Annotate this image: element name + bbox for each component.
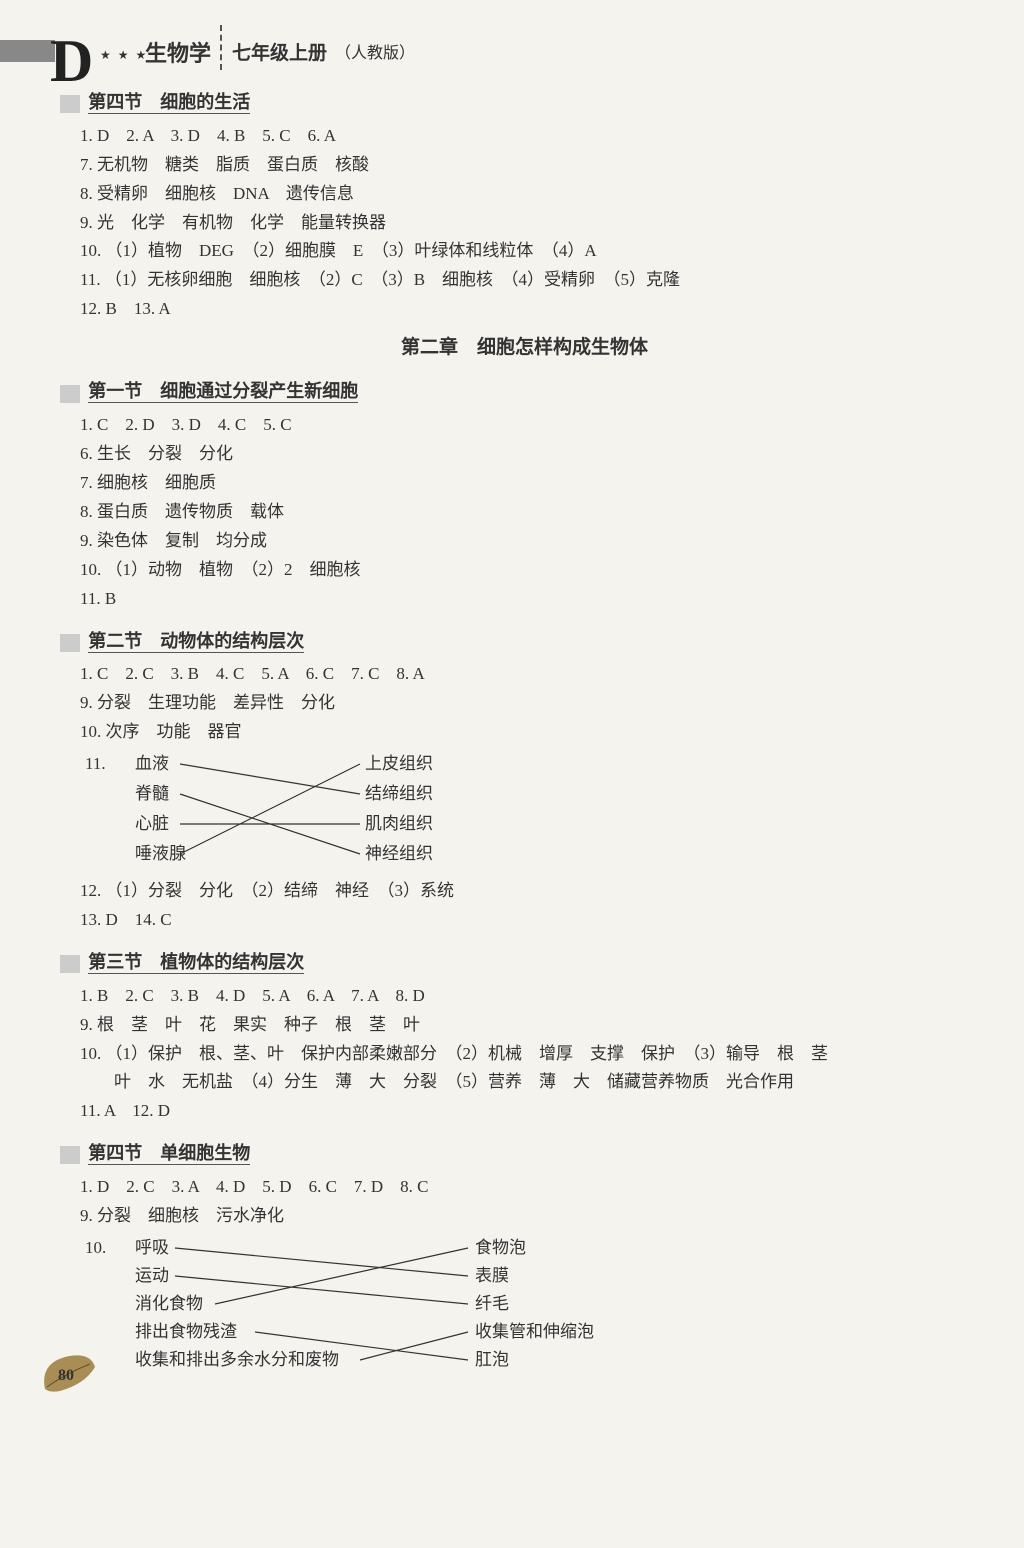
svg-text:结缔组织: 结缔组织 [365, 784, 433, 803]
answer-line: 9. 根 茎 叶 花 果实 种子 根 茎 叶 [80, 1011, 979, 1040]
answer-line: 7. 无机物 糖类 脂质 蛋白质 核酸 [80, 151, 979, 180]
section-heading-2-4: 第四节 单细胞生物 [60, 1138, 979, 1169]
section-title: 第四节 细胞的生活 [88, 92, 250, 114]
svg-text:消化食物: 消化食物 [135, 1294, 203, 1313]
stars-icon: ★ ★ ★ [100, 45, 148, 65]
section-heading-2-2: 第二节 动物体的结构层次 [60, 626, 979, 657]
chapter-title: 第二章 细胞怎样构成生物体 [70, 332, 979, 364]
answer-line: 13. D 14. C [80, 906, 979, 935]
matching-q10: 10. 呼吸运动消化食物排出食物残渣收集和排出多余水分和废物 食物泡表膜纤毛收集管和… [80, 1231, 979, 1391]
answer-line: 6. 生长 分裂 分化 [80, 440, 979, 469]
answer-line: 1. D 2. A 3. D 4. B 5. C 6. A [80, 122, 979, 151]
section-title: 第二节 动物体的结构层次 [88, 631, 304, 653]
svg-text:上皮组织: 上皮组织 [365, 754, 433, 773]
answer-line: 11. A 12. D [80, 1097, 979, 1126]
edition-label: （人教版） [335, 40, 415, 67]
subject-title: 生物学 [145, 35, 211, 72]
heading-box-icon [60, 955, 80, 973]
section-title: 第四节 单细胞生物 [88, 1143, 250, 1165]
answer-line: 9. 分裂 生理功能 差异性 分化 [80, 689, 979, 718]
svg-text:收集管和伸缩泡: 收集管和伸缩泡 [475, 1322, 594, 1341]
svg-text:运动: 运动 [135, 1266, 169, 1285]
grade-label: 七年级上册 [232, 38, 327, 70]
answer-line: 1. C 2. D 3. D 4. C 5. C [80, 411, 979, 440]
svg-text:神经组织: 神经组织 [365, 844, 433, 863]
svg-text:收集和排出多余水分和废物: 收集和排出多余水分和废物 [135, 1350, 339, 1369]
section-heading-2-3: 第三节 植物体的结构层次 [60, 947, 979, 978]
answer-line: 9. 分裂 细胞核 污水净化 [80, 1202, 979, 1231]
answer-line: 7. 细胞核 细胞质 [80, 469, 979, 498]
answer-line: 9. 光 化学 有机物 化学 能量转换器 [80, 209, 979, 238]
svg-text:脊髓: 脊髓 [135, 784, 169, 803]
heading-box-icon [60, 385, 80, 403]
section-heading-4: 第四节 细胞的生活 [60, 87, 979, 118]
matching-diagram-2: 10. 呼吸运动消化食物排出食物残渣收集和排出多余水分和废物 食物泡表膜纤毛收集管和… [80, 1231, 640, 1391]
answer-line: 10. （1）保护 根、茎、叶 保护内部柔嫩部分 （2）机械 增厚 支撑 保护 … [80, 1040, 979, 1069]
answer-line: 10. （1）植物 DEG （2）细胞膜 E （3）叶绿体和线粒体 （4）A [80, 237, 979, 266]
svg-text:肌肉组织: 肌肉组织 [365, 814, 433, 833]
answer-line: 1. B 2. C 3. B 4. D 5. A 6. A 7. A 8. D [80, 982, 979, 1011]
section-title: 第三节 植物体的结构层次 [88, 952, 304, 974]
header-divider [220, 25, 222, 70]
page-header: D ★ ★ ★ 生物学 七年级上册 （人教版） [70, 20, 979, 75]
matching-q11: 11. 血液脊髓心脏唾液腺 上皮组织结缔组织肌肉组织神经组织 [80, 747, 979, 877]
answer-line: 10. 次序 功能 器官 [80, 718, 979, 747]
answer-line: 1. D 2. C 3. A 4. D 5. D 6. C 7. D 8. C [80, 1173, 979, 1202]
svg-text:心脏: 心脏 [135, 814, 169, 833]
svg-text:唾液腺: 唾液腺 [135, 844, 186, 863]
section-title: 第一节 细胞通过分裂产生新细胞 [88, 381, 358, 403]
svg-text:表膜: 表膜 [475, 1266, 509, 1285]
matching-diagram-1: 11. 血液脊髓心脏唾液腺 上皮组织结缔组织肌肉组织神经组织 [80, 747, 500, 877]
section-heading-2-1: 第一节 细胞通过分裂产生新细胞 [60, 376, 979, 407]
svg-text:11.: 11. [85, 754, 106, 773]
answer-line: 8. 受精卵 细胞核 DNA 遗传信息 [80, 180, 979, 209]
svg-text:血液: 血液 [135, 754, 169, 773]
svg-text:呼吸: 呼吸 [135, 1238, 169, 1257]
svg-text:10.: 10. [85, 1238, 106, 1257]
heading-box-icon [60, 634, 80, 652]
answer-line: 9. 染色体 复制 均分成 [80, 527, 979, 556]
answer-line: 8. 蛋白质 遗传物质 载体 [80, 498, 979, 527]
answer-line: 10. （1）动物 植物 （2）2 细胞核 [80, 556, 979, 585]
answer-line: 12. B 13. A [80, 295, 979, 324]
big-letter-d: D [50, 10, 93, 112]
answer-line: 12. （1）分裂 分化 （2）结缔 神经 （3）系统 [80, 877, 979, 906]
answer-line: 1. C 2. C 3. B 4. C 5. A 6. C 7. C 8. A [80, 660, 979, 689]
header-bar [0, 40, 55, 62]
heading-box-icon [60, 1146, 80, 1164]
svg-text:纤毛: 纤毛 [475, 1294, 509, 1313]
svg-text:食物泡: 食物泡 [475, 1238, 526, 1257]
answer-line: 11. B [80, 585, 979, 614]
answer-line: 叶 水 无机盐 （4）分生 薄 大 分裂 （5）营养 薄 大 储藏营养物质 光合… [80, 1068, 979, 1097]
svg-text:排出食物残渣: 排出食物残渣 [135, 1322, 237, 1341]
svg-text:肛泡: 肛泡 [475, 1350, 509, 1369]
page-number: 80 [58, 1362, 74, 1389]
answer-line: 11. （1）无核卵细胞 细胞核 （2）C （3）B 细胞核 （4）受精卵 （5… [80, 266, 979, 295]
